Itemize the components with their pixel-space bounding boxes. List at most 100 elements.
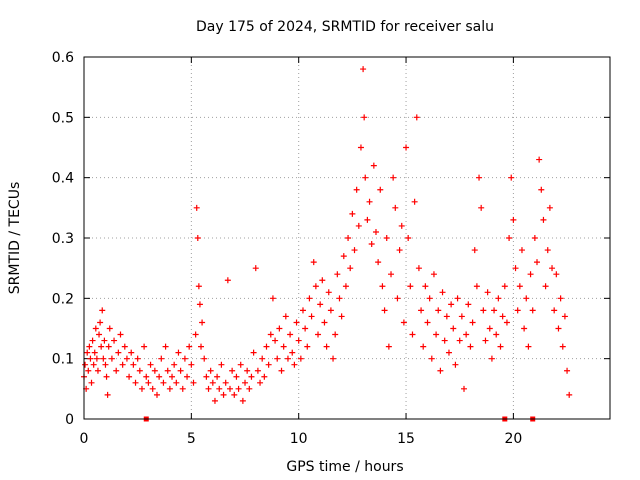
data-point [252,265,259,272]
data-point [420,343,427,350]
data-point [192,331,199,338]
data-point [84,349,91,356]
data-point [415,265,422,272]
data-point [400,319,407,326]
data-point [456,337,463,344]
x-tick-label: 5 [187,431,196,447]
data-point [381,307,388,314]
data-point [175,349,182,356]
data-point [525,343,532,350]
data-point [523,295,530,302]
data-point [177,367,184,374]
data-point [239,397,246,404]
data-point [488,355,495,362]
data-point [151,367,158,374]
data-point [194,235,201,241]
data-point [473,283,480,290]
data-point [426,295,433,302]
data-point [224,277,231,284]
y-tick-label: 0.1 [52,352,74,368]
data-point [361,114,368,121]
data-point [106,325,113,332]
y-tick-label: 0.5 [52,110,74,126]
data-point [342,283,349,290]
data-point [231,391,238,398]
data-point [173,379,180,386]
data-point [196,301,203,308]
data-point [98,343,105,350]
data-point [349,210,356,217]
data-point [259,355,266,362]
data-point [540,216,547,223]
data-point [398,222,405,229]
data-point [413,114,420,121]
data-point [274,355,281,362]
data-point [128,349,135,356]
data-point [385,343,392,350]
data-point [439,289,446,296]
data-point [291,361,298,368]
data-point [559,343,566,350]
data-point [82,361,89,368]
data-point [407,283,414,290]
data-point [218,361,225,368]
data-point [411,198,418,205]
data-point [308,313,315,320]
data-point [89,337,96,344]
data-point [143,373,150,380]
y-tick-label: 0.4 [52,171,74,187]
x-tick-label: 0 [80,431,89,447]
data-point [149,385,156,392]
data-point [366,198,373,205]
data-point [428,355,435,362]
data-point [201,355,208,362]
data-point [188,361,195,368]
data-point [126,373,133,380]
x-tick-label: 20 [504,431,522,447]
data-point [345,235,352,241]
chart-title: Day 175 of 2024, SRMTID for receiver sal… [196,19,494,35]
data-point [276,325,283,332]
data-point [383,235,390,241]
data-point [272,337,279,344]
data-point [353,186,360,193]
data-point [237,361,244,368]
data-point [418,307,425,314]
y-tick-label: 0 [65,412,74,428]
data-point [536,156,543,163]
data-point [357,144,364,151]
data-point [514,307,521,314]
data-point [561,313,568,320]
data-point [452,361,459,368]
data-point [465,301,472,308]
data-point [100,355,107,362]
data-point [319,277,326,284]
data-point [250,349,257,356]
data-point [164,367,171,374]
data-point [87,355,94,362]
data-point [138,385,145,392]
data-point [553,271,560,278]
data-point [355,222,362,229]
data-point [564,367,571,374]
data-point [327,307,334,314]
data-point [321,319,328,326]
data-point [211,397,218,404]
data-point [287,331,294,338]
data-point [510,216,517,223]
data-point [476,174,483,181]
data-point [267,331,274,338]
data-point [471,247,478,254]
data-point [437,367,444,374]
data-point [394,295,401,302]
data-point [377,186,384,193]
data-point [147,361,154,368]
data-point [123,355,130,362]
data-point [94,367,101,374]
data-point [424,319,431,326]
data-point [362,174,369,181]
data-point [108,355,115,362]
data-point [265,361,272,368]
x-tick-label: 10 [290,431,308,447]
data-point [538,186,545,193]
